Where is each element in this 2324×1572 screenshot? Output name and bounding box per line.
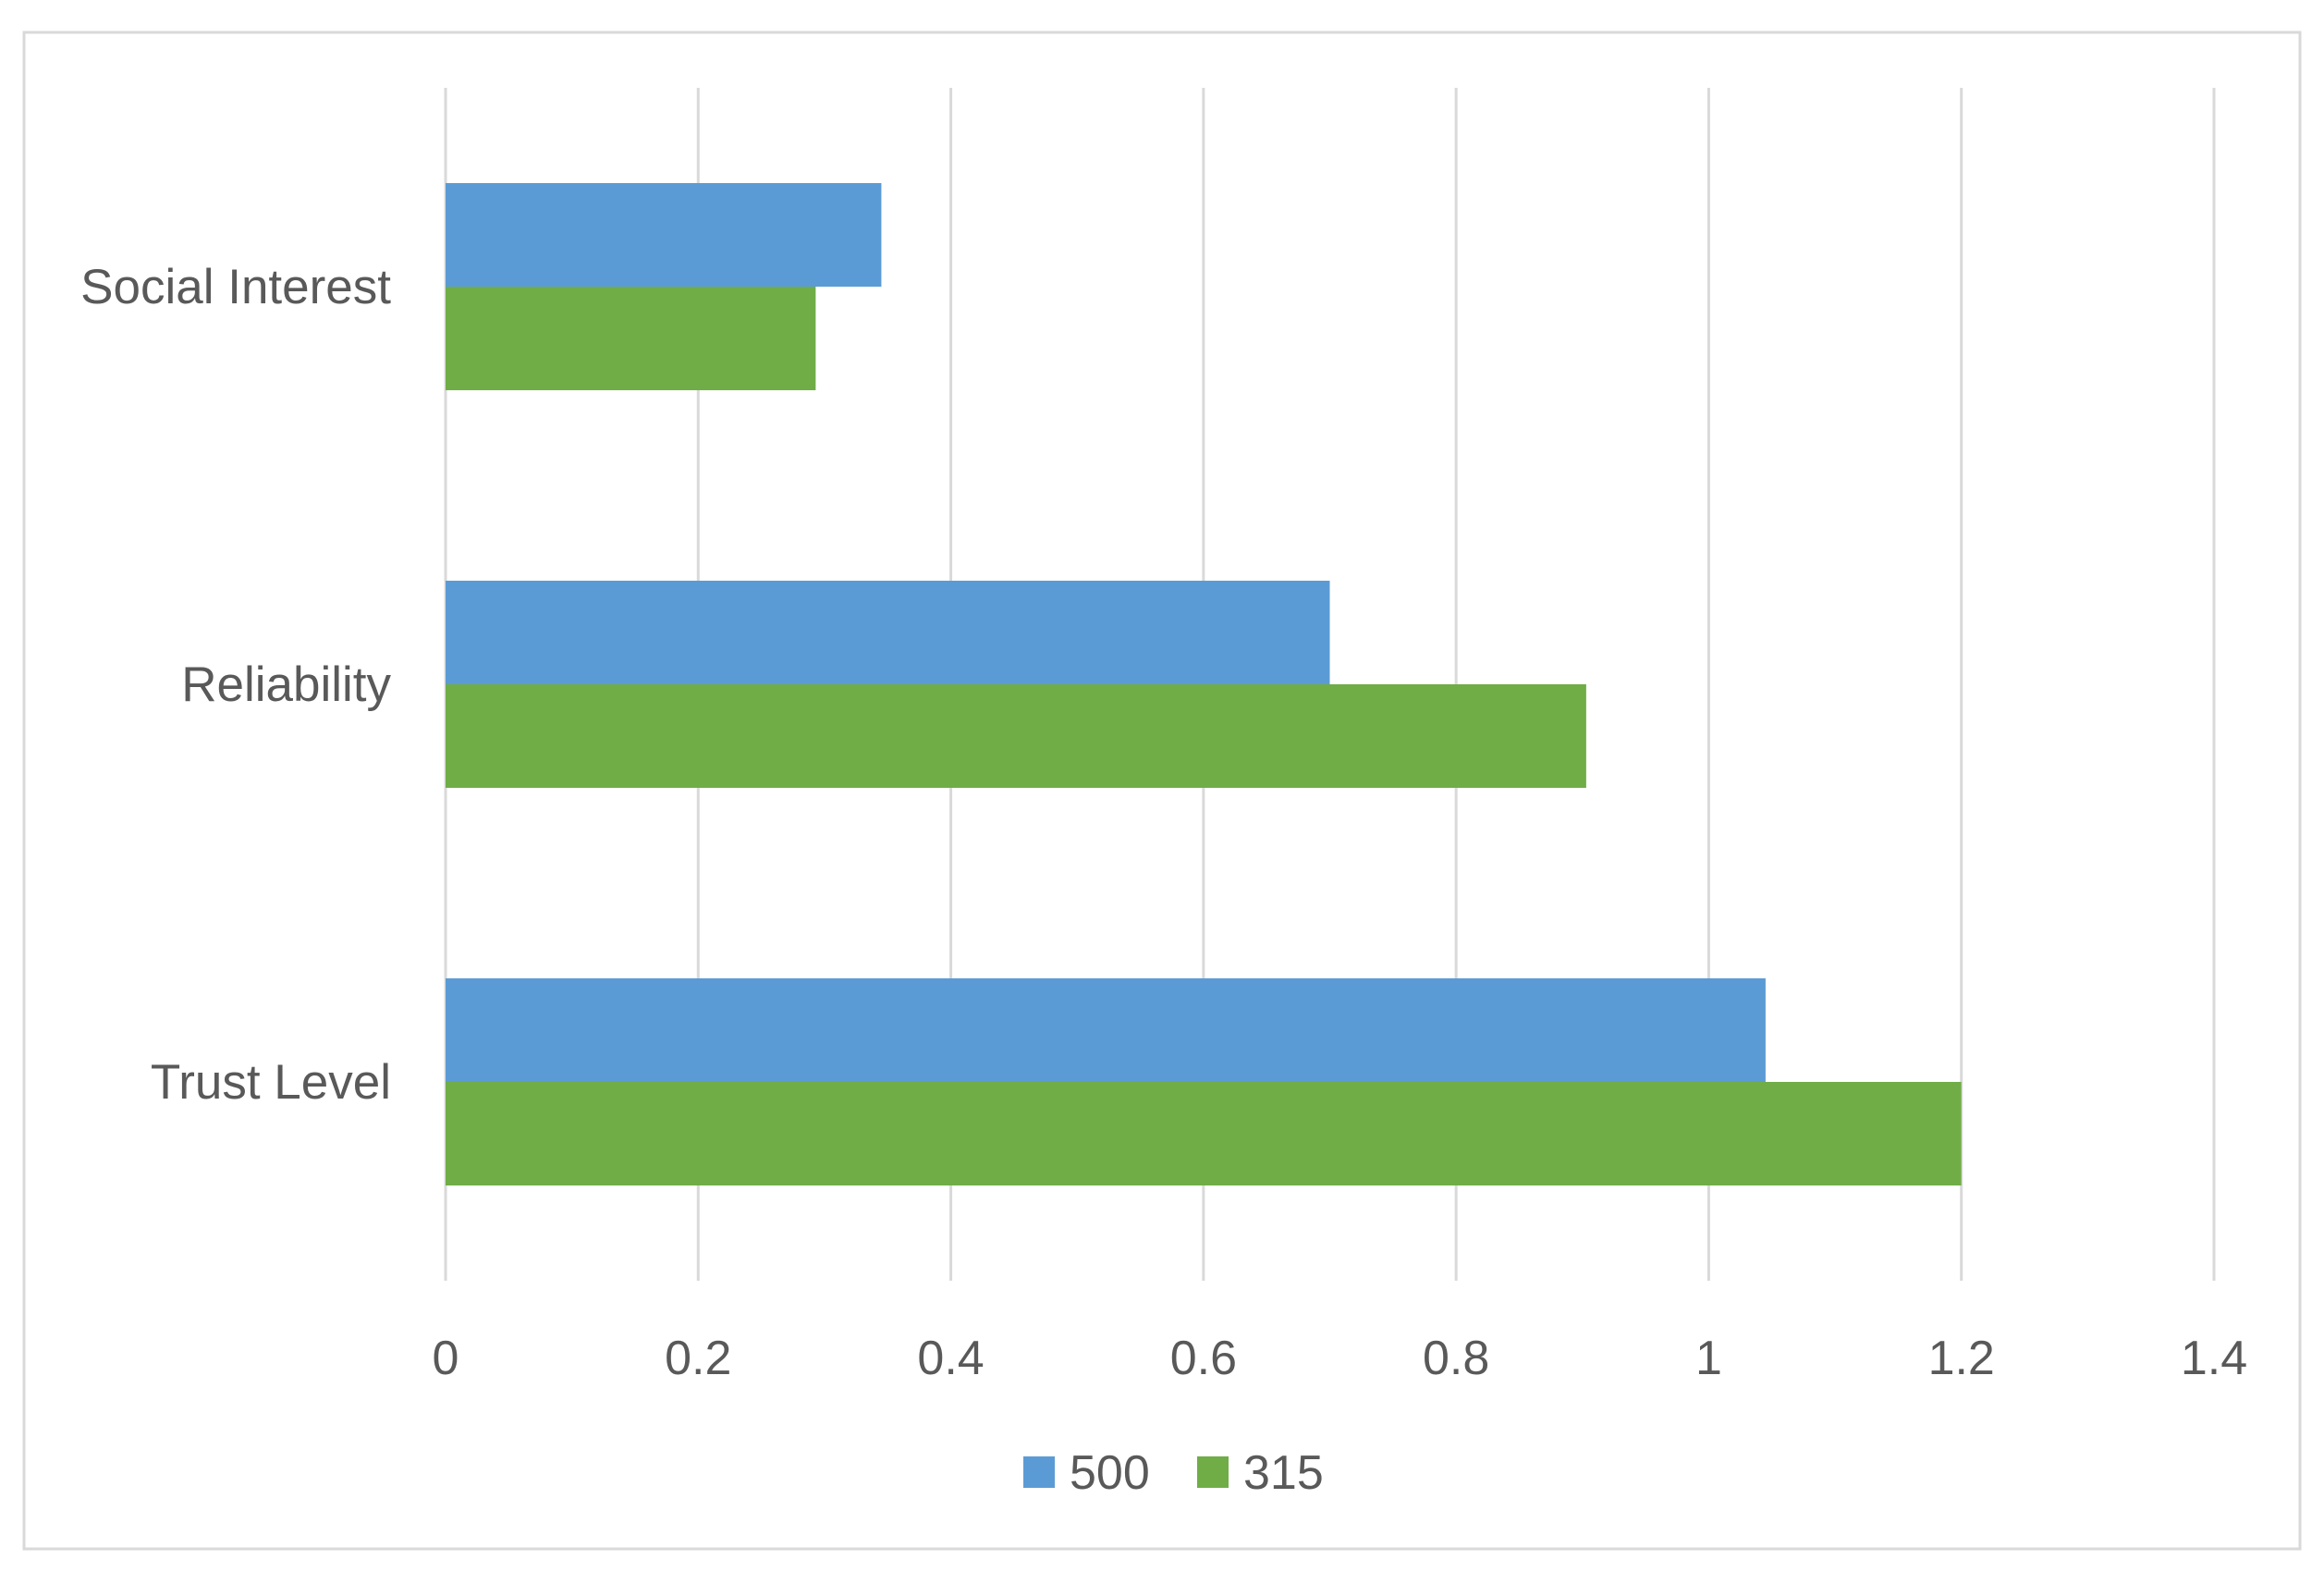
category-label: Trust Level [151,1055,391,1110]
category-label: Reliability [181,657,391,712]
bar-315-social-interest [446,287,816,390]
x-tick-label: 1.2 [1928,1332,1995,1385]
bar-500-reliability [446,581,1330,684]
bar-315-reliability [446,684,1586,788]
chart-border [22,31,2302,1551]
x-tick-label: 1 [1695,1332,1722,1385]
legend-swatch-315 [1197,1456,1229,1488]
x-tick-label: 1.4 [2181,1332,2247,1385]
x-tick-label: 0.2 [665,1332,731,1385]
legend-swatch-500 [1023,1456,1055,1488]
category-label: Social Interest [80,260,391,314]
bar-500-trust-level [446,978,1766,1082]
bar-315-trust-level [446,1082,1962,1185]
x-tick-label: 0 [433,1332,459,1385]
y-axis-category-labels: Social Interest Reliability Trust Level [80,260,391,1110]
bar-500-social-interest [446,183,882,287]
x-tick-label: 0.4 [917,1332,984,1385]
bars [446,183,1962,1185]
legend: 500 315 [1023,1446,1324,1500]
legend-label-315: 315 [1243,1446,1324,1500]
legend-label-500: 500 [1070,1446,1150,1500]
x-tick-label: 0.8 [1423,1332,1489,1385]
x-axis-tick-labels: 0 0.2 0.4 0.6 0.8 1 1.2 1.4 [433,1332,2248,1385]
x-tick-label: 0.6 [1170,1332,1237,1385]
